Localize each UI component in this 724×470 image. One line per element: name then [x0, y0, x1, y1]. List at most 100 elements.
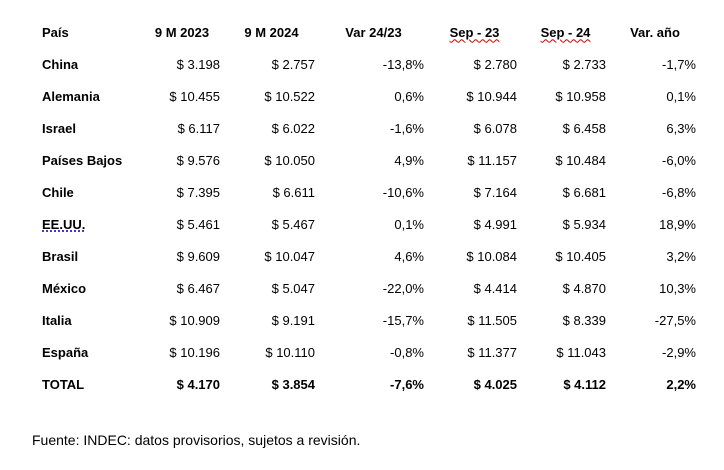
country-cell: México: [42, 280, 87, 296]
country-cell: China: [42, 56, 79, 72]
value-var-year: 10,3%: [659, 280, 696, 296]
country-cell: Italia: [42, 312, 72, 328]
value-9m-2023: $ 9.576: [176, 152, 220, 168]
value-sep-24: $ 5.934: [562, 216, 606, 232]
source-footnote: Fuente: INDEC: datos provisorios, sujeto…: [32, 432, 361, 448]
table-row: China $ 3.198 $ 2.757 -13,8% $ 2.780 $ 2…: [32, 48, 700, 80]
total-sep-23: $ 4.025: [473, 376, 517, 392]
header-sep-23-label: Sep - 23: [449, 24, 500, 40]
value-9m-2023: $ 7.395: [176, 184, 220, 200]
table-row: Chile $ 7.395 $ 6.611 -10,6% $ 7.164 $ 6…: [32, 176, 700, 208]
value-sep-23: $ 6.078: [473, 120, 517, 136]
table-row: Italia $ 10.909 $ 9.191 -15,7% $ 11.505 …: [32, 304, 700, 336]
value-var-24-23: -22,0%: [382, 280, 424, 296]
value-9m-2024: $ 9.191: [271, 312, 315, 328]
value-sep-23: $ 11.377: [467, 344, 517, 360]
total-var-year: 2,2%: [666, 376, 696, 392]
header-9m-2023: 9 M 2023: [154, 24, 210, 40]
header-var-24-23: Var 24/23: [345, 24, 402, 40]
value-sep-23: $ 4.414: [473, 280, 517, 296]
price-comparison-table: País 9 M 2023 9 M 2024 Var 24/23 Sep - 2…: [32, 16, 700, 400]
value-sep-24: $ 2.733: [562, 56, 606, 72]
country-cell: Chile: [42, 184, 74, 200]
value-9m-2024: $ 10.050: [264, 152, 315, 168]
header-sep-23: Sep - 23: [428, 16, 521, 48]
value-sep-24: $ 4.870: [562, 280, 606, 296]
value-var-24-23: 4,6%: [394, 248, 424, 264]
table-row: Alemania $ 10.455 $ 10.522 0,6% $ 10.944…: [32, 80, 700, 112]
value-sep-23: $ 11.505: [467, 312, 517, 328]
value-9m-2024: $ 2.757: [271, 56, 315, 72]
value-sep-24: $ 6.458: [562, 120, 606, 136]
value-var-year: -27,5%: [654, 312, 696, 328]
table-row: Israel $ 6.117 $ 6.022 -1,6% $ 6.078 $ 6…: [32, 112, 700, 144]
country-cell: Brasil: [42, 248, 79, 264]
header-sep-24: Sep - 24: [521, 16, 610, 48]
table-row: Países Bajos $ 9.576 $ 10.050 4,9% $ 11.…: [32, 144, 700, 176]
table-row: España $ 10.196 $ 10.110 -0,8% $ 11.377 …: [32, 336, 700, 368]
value-sep-24: $ 10.405: [555, 248, 606, 264]
total-9m-2023: $ 4.170: [176, 376, 220, 392]
value-var-year: -1,7%: [662, 56, 696, 72]
value-var-24-23: -13,8%: [382, 56, 424, 72]
value-9m-2023: $ 9.609: [176, 248, 220, 264]
table-row: Brasil $ 9.609 $ 10.047 4,6% $ 10.084 $ …: [32, 240, 700, 272]
value-9m-2024: $ 10.110: [265, 344, 315, 360]
value-sep-23: $ 10.084: [466, 248, 517, 264]
table-header-row: País 9 M 2023 9 M 2024 Var 24/23 Sep - 2…: [32, 16, 700, 48]
country-cell: Países Bajos: [42, 152, 123, 168]
value-var-year: -6,8%: [662, 184, 696, 200]
country-cell: EE.UU.: [32, 208, 140, 240]
table-row: EE.UU. $ 5.461 $ 5.467 0,1% $ 4.991 $ 5.…: [32, 208, 700, 240]
value-var-year: 6,3%: [666, 120, 696, 136]
value-sep-23: $ 4.991: [473, 216, 517, 232]
header-country: País: [42, 24, 69, 40]
header-var-year: Var. año: [630, 24, 680, 40]
value-var-24-23: -15,7%: [382, 312, 424, 328]
value-var-year: 0,1%: [666, 88, 696, 104]
value-var-year: -2,9%: [662, 344, 696, 360]
total-sep-24: $ 4.112: [563, 376, 606, 392]
value-sep-23: $ 2.780: [473, 56, 517, 72]
value-9m-2023: $ 3.198: [176, 56, 220, 72]
value-sep-24: $ 10.484: [555, 152, 606, 168]
country-cell: Alemania: [42, 88, 100, 104]
value-9m-2024: $ 5.047: [271, 280, 315, 296]
value-sep-24: $ 8.339: [562, 312, 606, 328]
value-sep-23: $ 10.944: [466, 88, 517, 104]
value-var-24-23: 4,9%: [394, 152, 424, 168]
value-var-year: 18,9%: [659, 216, 696, 232]
value-sep-24: $ 11.043: [556, 344, 606, 360]
total-label: TOTAL: [42, 376, 85, 392]
value-sep-24: $ 6.681: [562, 184, 606, 200]
value-9m-2024: $ 10.522: [264, 88, 315, 104]
value-var-24-23: 0,1%: [394, 216, 424, 232]
total-var-24-23: -7,6%: [390, 376, 424, 392]
value-9m-2023: $ 5.461: [176, 216, 220, 232]
total-row: TOTAL $ 4.170 $ 3.854 -7,6% $ 4.025 $ 4.…: [32, 368, 700, 400]
value-9m-2023: $ 10.455: [169, 88, 220, 104]
value-var-year: -6,0%: [662, 152, 696, 168]
country-cell: España: [42, 344, 89, 360]
value-var-24-23: -0,8%: [390, 344, 424, 360]
header-sep-24-label: Sep - 24: [540, 24, 591, 40]
value-9m-2024: $ 6.611: [272, 184, 315, 200]
value-9m-2024: $ 5.467: [271, 216, 315, 232]
value-9m-2023: $ 10.909: [169, 312, 220, 328]
value-var-24-23: -10,6%: [382, 184, 424, 200]
value-var-year: 3,2%: [666, 248, 696, 264]
value-var-24-23: -1,6%: [390, 120, 424, 136]
table-row: México $ 6.467 $ 5.047 -22,0% $ 4.414 $ …: [32, 272, 700, 304]
value-sep-23: $ 11.157: [467, 152, 517, 168]
value-9m-2024: $ 10.047: [264, 248, 315, 264]
country-label: EE.UU.: [42, 216, 86, 232]
value-9m-2023: $ 6.467: [176, 280, 220, 296]
value-sep-24: $ 10.958: [555, 88, 606, 104]
header-9m-2024: 9 M 2024: [244, 24, 299, 40]
value-9m-2023: $ 10.196: [169, 344, 220, 360]
value-var-24-23: 0,6%: [394, 88, 424, 104]
value-9m-2024: $ 6.022: [271, 120, 315, 136]
country-cell: Israel: [42, 120, 76, 136]
value-9m-2023: $ 6.117: [177, 120, 220, 136]
total-9m-2024: $ 3.854: [271, 376, 315, 392]
